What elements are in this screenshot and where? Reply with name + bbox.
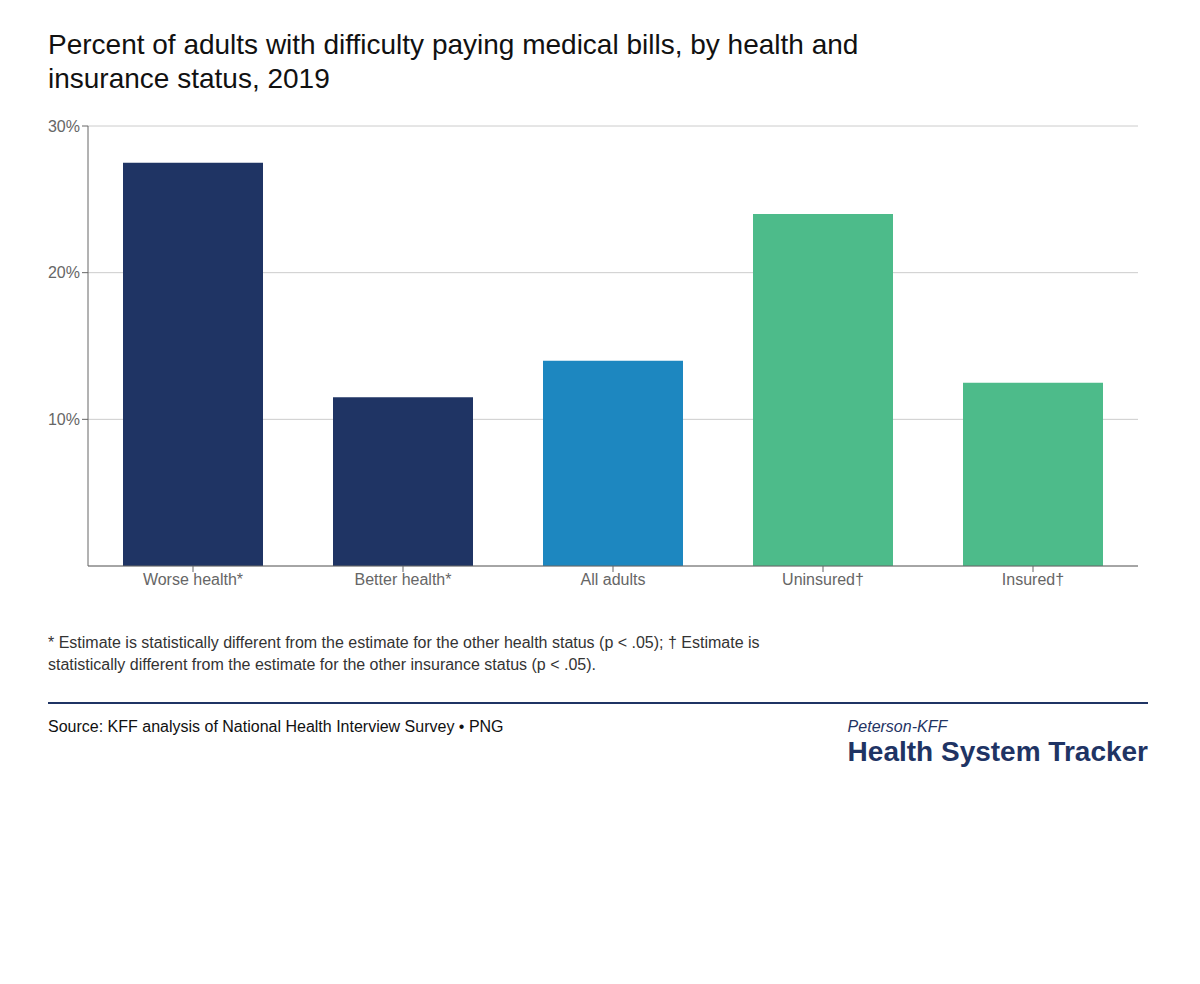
svg-text:Uninsured†: Uninsured† — [782, 571, 864, 588]
svg-text:Insured†: Insured† — [1002, 571, 1064, 588]
svg-text:Better health*: Better health* — [355, 571, 452, 588]
svg-text:All adults: All adults — [581, 571, 646, 588]
svg-text:10%: 10% — [48, 411, 80, 428]
html-text:Percent of adults with difficu: Percent of adults with difficulty paying… — [48, 29, 859, 94]
html-text:Peterson-KFF: Peterson-KFF — [847, 718, 948, 735]
html-text:Health System Tracker: Health System Tracker — [847, 736, 1148, 767]
svg-text:30%: 30% — [48, 118, 80, 135]
html-text:Source: KFF analysis of Nation: Source: KFF analysis of National Health … — [48, 718, 504, 735]
svg-text:20%: 20% — [48, 264, 80, 281]
html-text:* Estimate is statistically di: * Estimate is statistically different fr… — [48, 634, 760, 673]
svg-text:Worse health*: Worse health* — [143, 571, 243, 588]
